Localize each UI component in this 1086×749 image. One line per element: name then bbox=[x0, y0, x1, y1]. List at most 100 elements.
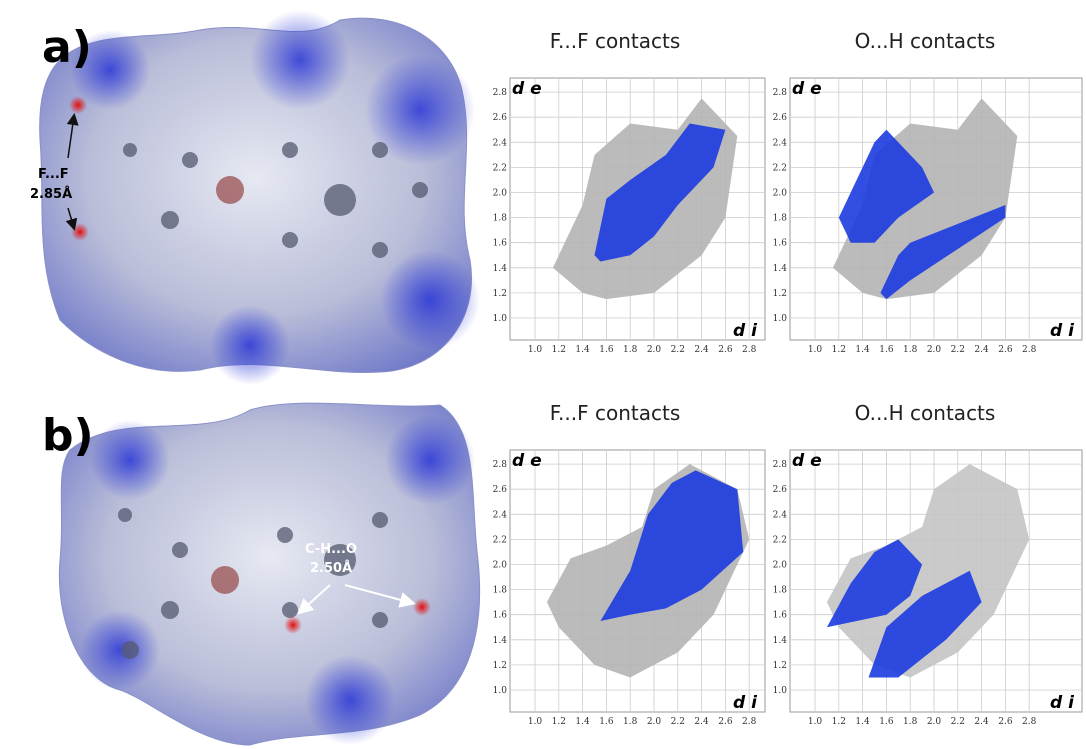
panel-label: a) bbox=[42, 22, 92, 73]
x-axis-label: d i bbox=[1050, 693, 1075, 713]
x-tick-label: 2.6 bbox=[718, 345, 733, 355]
y-tick-label: 1.8 bbox=[773, 586, 788, 596]
y-tick-label: 1.4 bbox=[493, 636, 508, 646]
x-tick-label: 1.4 bbox=[575, 717, 590, 727]
y-tick-label: 1.0 bbox=[493, 314, 508, 324]
y-tick-label: 2.6 bbox=[773, 113, 788, 123]
x-tick-label: 1.8 bbox=[903, 345, 918, 355]
x-tick-label: 2.2 bbox=[671, 717, 685, 727]
annotation: 2.50Å bbox=[310, 560, 352, 576]
x-axis-label: d i bbox=[1050, 321, 1075, 341]
y-tick-label: 2.8 bbox=[493, 460, 508, 470]
x-tick-label: 1.8 bbox=[623, 345, 638, 355]
y-tick-label: 1.4 bbox=[773, 636, 788, 646]
x-tick-label: 2.4 bbox=[974, 717, 989, 727]
y-tick-label: 2.8 bbox=[493, 88, 508, 98]
y-tick-label: 2.8 bbox=[773, 88, 788, 98]
y-tick-label: 1.8 bbox=[773, 214, 788, 224]
annotation: F...F bbox=[38, 167, 69, 182]
x-tick-label: 2.8 bbox=[1022, 345, 1037, 355]
x-tick-label: 1.6 bbox=[879, 345, 894, 355]
x-tick-label: 2.2 bbox=[951, 345, 965, 355]
x-tick-label: 2.4 bbox=[974, 345, 989, 355]
x-tick-label: 1.2 bbox=[552, 717, 566, 727]
x-tick-label: 2.0 bbox=[647, 345, 662, 355]
x-tick-label: 2.4 bbox=[694, 345, 709, 355]
x-tick-label: 1.0 bbox=[808, 717, 823, 727]
y-tick-label: 2.2 bbox=[493, 535, 507, 545]
y-tick-label: 1.0 bbox=[773, 686, 788, 696]
x-tick-label: 1.6 bbox=[599, 717, 614, 727]
y-tick-label: 1.4 bbox=[493, 264, 508, 274]
y-tick-label: 1.2 bbox=[773, 289, 787, 299]
y-tick-label: 1.8 bbox=[493, 214, 508, 224]
x-tick-label: 2.8 bbox=[742, 717, 757, 727]
x-tick-label: 1.4 bbox=[855, 345, 870, 355]
x-tick-label: 1.4 bbox=[575, 345, 590, 355]
x-tick-label: 1.0 bbox=[808, 345, 823, 355]
y-tick-label: 2.4 bbox=[493, 138, 508, 148]
annotation: C-H...O bbox=[305, 542, 357, 557]
y-axis-label: d e bbox=[512, 79, 542, 99]
x-tick-label: 2.2 bbox=[951, 717, 965, 727]
figure: a) b) F...F 2.85Å C-H...O 2.50Å F...F co… bbox=[0, 0, 1086, 749]
x-tick-label: 2.0 bbox=[647, 717, 662, 727]
x-tick-label: 1.6 bbox=[599, 345, 614, 355]
plot-title: F...F contacts bbox=[550, 401, 681, 425]
x-tick-label: 1.4 bbox=[855, 717, 870, 727]
y-tick-label: 1.2 bbox=[493, 661, 507, 671]
y-tick-label: 2.6 bbox=[773, 485, 788, 495]
y-tick-label: 2.2 bbox=[493, 163, 507, 173]
y-tick-label: 1.6 bbox=[493, 611, 508, 621]
hirshfeld-surface bbox=[59, 403, 479, 745]
annotation: 2.85Å bbox=[30, 186, 72, 202]
y-tick-label: 2.0 bbox=[493, 189, 508, 199]
y-axis-label: d e bbox=[792, 79, 822, 99]
y-axis-label: d e bbox=[512, 451, 542, 471]
plot-title: O...H contacts bbox=[855, 29, 996, 53]
x-tick-label: 2.6 bbox=[718, 717, 733, 727]
y-tick-label: 1.6 bbox=[773, 611, 788, 621]
y-tick-label: 1.2 bbox=[493, 289, 507, 299]
y-tick-label: 1.0 bbox=[773, 314, 788, 324]
x-axis-label: d i bbox=[733, 321, 758, 341]
y-tick-label: 2.6 bbox=[493, 113, 508, 123]
y-tick-label: 2.0 bbox=[773, 561, 788, 571]
x-tick-label: 2.0 bbox=[927, 717, 942, 727]
x-tick-label: 2.6 bbox=[998, 717, 1013, 727]
x-tick-label: 1.8 bbox=[623, 717, 638, 727]
y-axis-label: d e bbox=[792, 451, 822, 471]
plot-title: F...F contacts bbox=[550, 29, 681, 53]
x-tick-label: 2.2 bbox=[671, 345, 685, 355]
x-tick-label: 2.8 bbox=[742, 345, 757, 355]
x-tick-label: 1.2 bbox=[832, 717, 846, 727]
y-tick-label: 2.0 bbox=[493, 561, 508, 571]
x-tick-label: 1.0 bbox=[528, 345, 543, 355]
y-tick-label: 2.4 bbox=[493, 510, 508, 520]
y-tick-label: 1.6 bbox=[773, 239, 788, 249]
y-tick-label: 2.6 bbox=[493, 485, 508, 495]
y-tick-label: 1.8 bbox=[493, 586, 508, 596]
y-tick-label: 2.8 bbox=[773, 460, 788, 470]
x-tick-label: 2.4 bbox=[694, 717, 709, 727]
plot-title: O...H contacts bbox=[855, 401, 996, 425]
x-tick-label: 1.2 bbox=[832, 345, 846, 355]
y-tick-label: 1.6 bbox=[493, 239, 508, 249]
y-tick-label: 2.2 bbox=[773, 163, 787, 173]
x-tick-label: 1.6 bbox=[879, 717, 894, 727]
y-tick-label: 1.4 bbox=[773, 264, 788, 274]
y-tick-label: 2.4 bbox=[773, 510, 788, 520]
x-tick-label: 1.0 bbox=[528, 717, 543, 727]
x-tick-label: 1.2 bbox=[552, 345, 566, 355]
y-tick-label: 2.4 bbox=[773, 138, 788, 148]
y-tick-label: 1.2 bbox=[773, 661, 787, 671]
hirshfeld-surface bbox=[40, 10, 480, 385]
y-tick-label: 1.0 bbox=[493, 686, 508, 696]
x-tick-label: 2.8 bbox=[1022, 717, 1037, 727]
x-tick-label: 2.6 bbox=[998, 345, 1013, 355]
panel-label: b) bbox=[42, 410, 94, 461]
x-tick-label: 1.8 bbox=[903, 717, 918, 727]
y-tick-label: 2.0 bbox=[773, 189, 788, 199]
x-tick-label: 2.0 bbox=[927, 345, 942, 355]
x-axis-label: d i bbox=[733, 693, 758, 713]
